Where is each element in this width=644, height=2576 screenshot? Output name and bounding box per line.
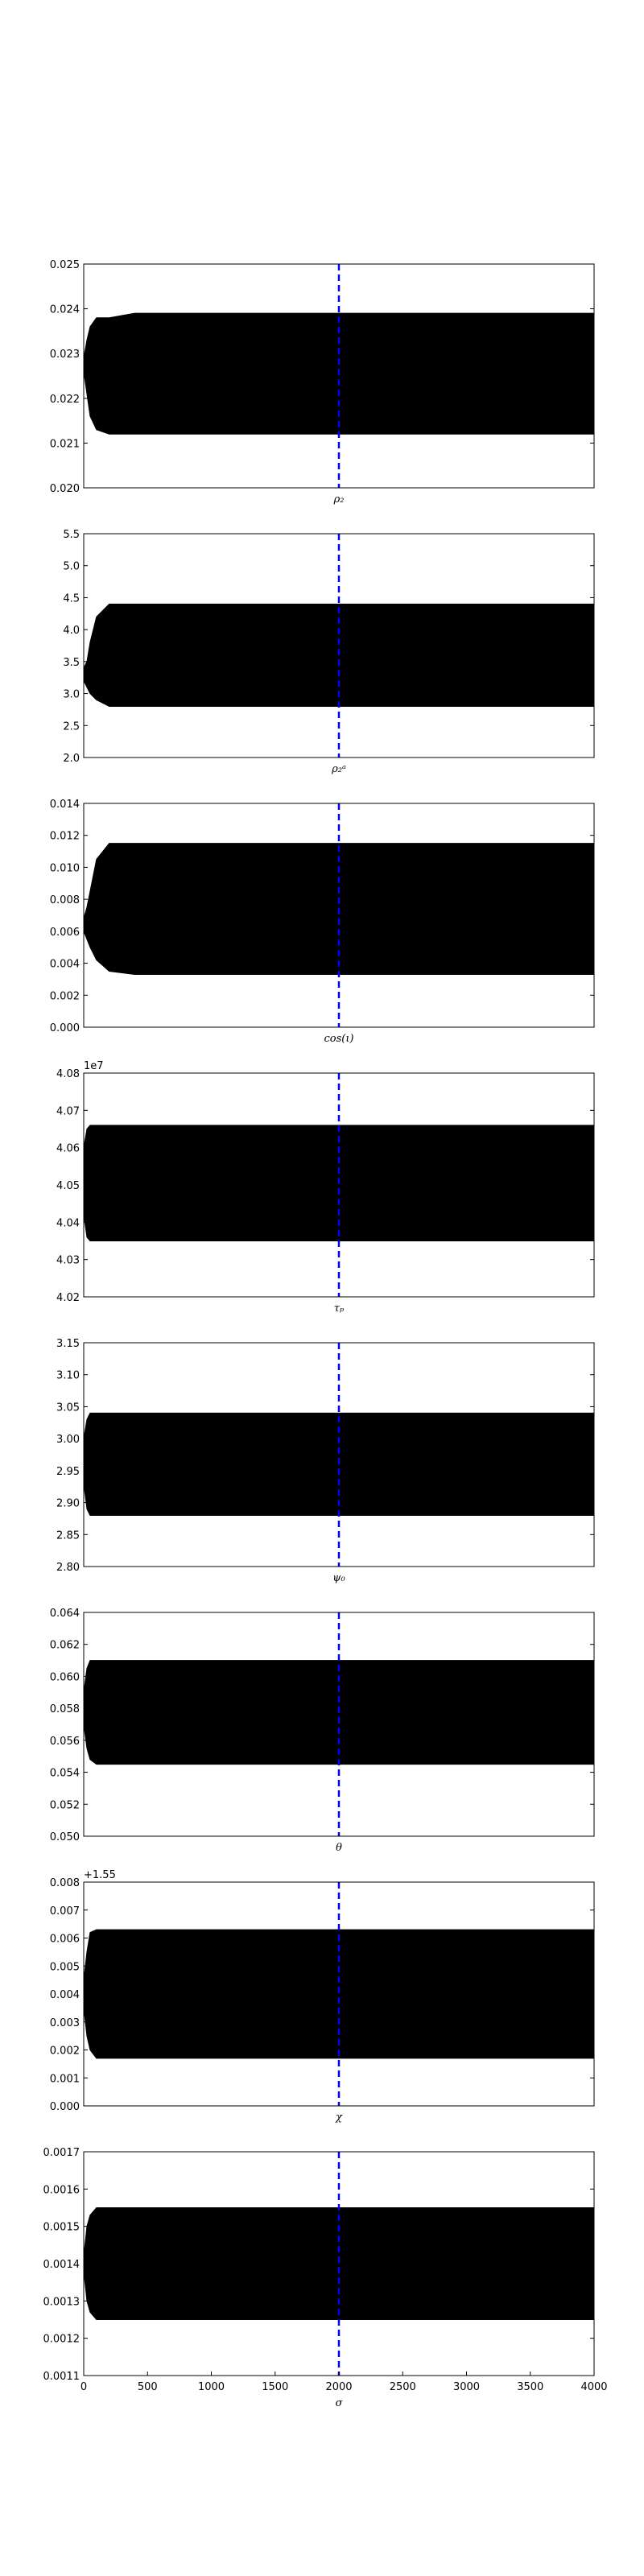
y-tick-label: 0.000 [50,2101,80,2113]
plot-frame [83,1342,595,1567]
y-tick-label: 2.5 [63,720,80,733]
plot-frame [83,533,595,758]
x-tick-label: 4000 [580,2381,607,2393]
x-tick-label: 3500 [517,2381,543,2393]
x-tick-label: 2500 [390,2381,416,2393]
y-tick-label: 4.08 [56,1068,80,1080]
plot-frame [83,1612,595,1837]
plot-frame [83,803,595,1028]
y-tick-label: 3.0 [63,689,80,701]
y-tick-label: 2.80 [56,1562,80,1574]
y-tick-label: 0.003 [50,2017,80,2029]
y-tick-label: 0.052 [50,1799,80,1811]
x-axis-label: ψ₀ [332,1572,345,1584]
y-tick-label: 2.95 [56,1466,80,1478]
y-tick-label: 0.002 [50,990,80,1002]
y-tick-label: 0.004 [50,1989,80,2001]
y-tick-label: 0.021 [50,438,80,450]
y-tick-label: 3.5 [63,657,80,669]
y-tick-label: 0.004 [50,959,80,971]
y-tick-label: 0.062 [50,1640,80,1652]
y-tick-label: 3.15 [56,1338,80,1350]
x-tick-label: 0 [80,2381,87,2393]
y-tick-label: 0.010 [50,862,80,874]
y-tick-label: 2.85 [56,1530,80,1542]
y-tick-label: 0.000 [50,1022,80,1034]
x-tick-label: 1500 [262,2381,288,2393]
y-tick-label: 4.03 [56,1255,80,1267]
y-tick-label: 0.0011 [43,2371,80,2383]
y-tick-label: 4.05 [56,1180,80,1192]
y-tick-label: 0.002 [50,2046,80,2058]
y-tick-label: 4.06 [56,1143,80,1155]
y-tick-label: 0.014 [50,799,80,811]
x-tick-label: 500 [138,2381,158,2393]
y-tick-label: 0.050 [50,1831,80,1843]
y-tick-label: 0.006 [50,927,80,939]
x-axis-label: θ [336,1842,342,1854]
y-tick-label: 2.90 [56,1498,80,1510]
x-axis-label: τₚ [334,1302,344,1315]
offset-text: +1.55 [84,1869,116,1881]
y-tick-label: 0.025 [50,259,80,271]
y-tick-label: 4.02 [56,1292,80,1304]
y-tick-label: 0.058 [50,1703,80,1715]
y-tick-label: 0.0012 [43,2334,80,2346]
y-tick-label: 0.0016 [43,2184,80,2196]
y-tick-label: 0.006 [50,1934,80,1946]
y-tick-label: 0.020 [50,483,80,495]
y-tick-label: 0.054 [50,1768,80,1780]
y-tick-label: 0.005 [50,1961,80,1973]
y-tick-label: 0.012 [50,831,80,843]
y-tick-label: 0.064 [50,1608,80,1620]
y-tick-label: 0.056 [50,1736,80,1748]
y-tick-label: 3.05 [56,1402,80,1414]
y-tick-label: 0.0014 [43,2259,80,2271]
y-tick-label: 0.024 [50,304,80,316]
y-tick-label: 2.0 [63,753,80,765]
y-tick-label: 5.0 [63,561,80,573]
y-tick-label: 3.00 [56,1434,80,1446]
x-tick-label: 3000 [453,2381,480,2393]
y-tick-label: 0.008 [50,894,80,906]
offset-text: 1e7 [84,1060,104,1072]
y-tick-label: 5.5 [63,529,80,541]
x-tick-label: 1000 [198,2381,225,2393]
y-tick-label: 0.007 [50,1905,80,1918]
x-axis-label: cos(ι) [324,1033,353,1045]
y-tick-label: 0.022 [50,394,80,406]
x-axis-label: ρ₂ [333,493,345,506]
y-tick-label: 4.0 [63,625,80,637]
x-tick-label: 2000 [325,2381,352,2393]
y-tick-label: 3.10 [56,1370,80,1382]
y-tick-label: 0.023 [50,349,80,361]
plot-frame [83,263,595,489]
x-axis-label: ρ₂ᵃ [331,763,346,775]
y-tick-label: 4.5 [63,592,80,605]
y-tick-label: 0.0013 [43,2296,80,2308]
y-tick-label: 4.07 [56,1105,80,1117]
y-tick-label: 0.008 [50,1877,80,1889]
y-tick-label: 0.0015 [43,2222,80,2234]
y-tick-label: 0.0017 [43,2147,80,2159]
y-tick-label: 4.04 [56,1217,80,1229]
x-axis-label: σ [336,2397,344,2409]
y-tick-label: 0.001 [50,2073,80,2085]
y-tick-label: 0.060 [50,1671,80,1683]
x-axis-label: χ [335,2112,343,2124]
